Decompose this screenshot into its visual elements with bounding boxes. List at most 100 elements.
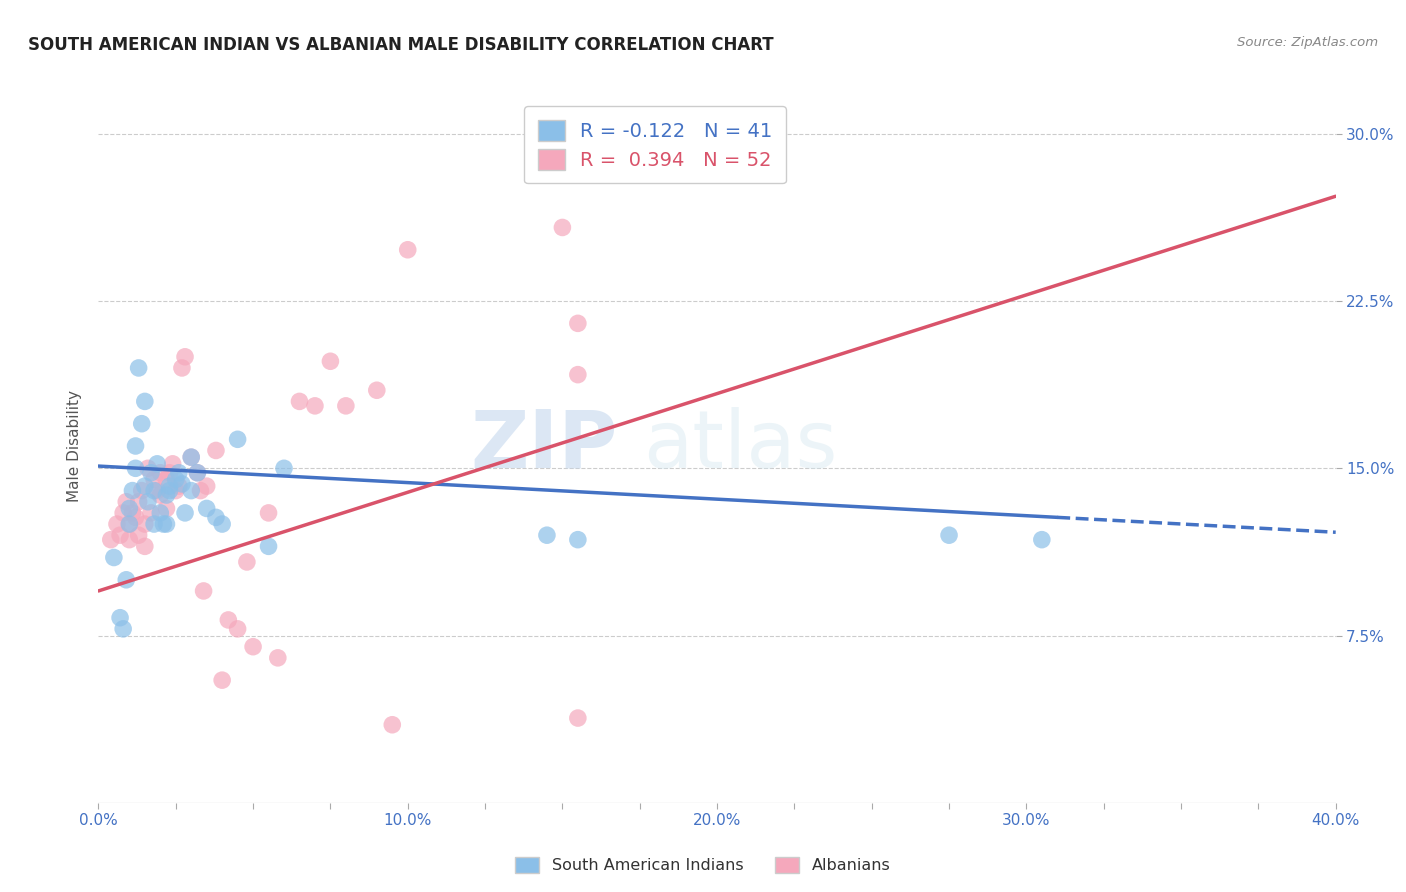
Point	[381, 717, 404, 731]
Point	[304, 399, 326, 413]
Point	[121, 506, 143, 520]
Point	[134, 539, 156, 553]
Point	[115, 573, 138, 587]
Point	[136, 494, 159, 508]
Point	[128, 360, 150, 375]
Y-axis label: Male Disability: Male Disability	[67, 390, 83, 502]
Point	[180, 450, 202, 465]
Point	[108, 528, 131, 542]
Point	[205, 510, 228, 524]
Point	[162, 457, 184, 471]
Point	[170, 360, 193, 375]
Text: SOUTH AMERICAN INDIAN VS ALBANIAN MALE DISABILITY CORRELATION CHART: SOUTH AMERICAN INDIAN VS ALBANIAN MALE D…	[28, 36, 773, 54]
Point	[167, 466, 190, 480]
Point	[149, 466, 172, 480]
Point	[143, 473, 166, 487]
Point	[195, 479, 218, 493]
Point	[180, 450, 202, 465]
Point	[165, 473, 187, 487]
Point	[193, 583, 215, 598]
Point	[118, 517, 141, 532]
Point	[180, 483, 202, 498]
Point	[103, 550, 125, 565]
Point	[128, 528, 150, 542]
Point	[226, 622, 249, 636]
Point	[131, 417, 153, 431]
Point	[211, 517, 233, 532]
Point	[1031, 533, 1053, 547]
Point	[211, 673, 233, 687]
Point	[124, 510, 146, 524]
Point	[112, 506, 135, 520]
Point	[155, 501, 177, 516]
Point	[257, 539, 280, 553]
Legend: South American Indians, Albanians: South American Indians, Albanians	[509, 850, 897, 880]
Point	[118, 517, 141, 532]
Point	[134, 479, 156, 493]
Point	[536, 528, 558, 542]
Point	[335, 399, 357, 413]
Point	[136, 461, 159, 475]
Point	[190, 483, 212, 498]
Point	[226, 433, 249, 447]
Point	[155, 517, 177, 532]
Point	[195, 501, 218, 516]
Point	[174, 350, 197, 364]
Point	[551, 220, 574, 235]
Point	[267, 651, 290, 665]
Point	[139, 506, 162, 520]
Point	[167, 479, 190, 493]
Point	[131, 483, 153, 498]
Point	[124, 461, 146, 475]
Point	[396, 243, 419, 257]
Point	[112, 622, 135, 636]
Point	[108, 610, 131, 624]
Point	[143, 483, 166, 498]
Point	[165, 483, 187, 498]
Point	[567, 368, 589, 382]
Point	[118, 533, 141, 547]
Point	[146, 483, 169, 498]
Point	[159, 479, 181, 493]
Point	[105, 517, 128, 532]
Point	[128, 494, 150, 508]
Point	[319, 354, 342, 368]
Point	[139, 466, 162, 480]
Point	[170, 476, 193, 491]
Point	[186, 466, 208, 480]
Point	[121, 483, 143, 498]
Text: ZIP: ZIP	[471, 407, 619, 485]
Point	[567, 711, 589, 725]
Point	[242, 640, 264, 654]
Point	[273, 461, 295, 475]
Point	[567, 533, 589, 547]
Text: atlas: atlas	[643, 407, 837, 485]
Point	[100, 533, 122, 547]
Point	[152, 517, 174, 532]
Point	[186, 466, 208, 480]
Point	[288, 394, 311, 409]
Point	[159, 466, 181, 480]
Point	[134, 394, 156, 409]
Point	[159, 483, 181, 498]
Point	[938, 528, 960, 542]
Point	[149, 506, 172, 520]
Point	[143, 517, 166, 532]
Point	[149, 488, 172, 502]
Point	[115, 494, 138, 508]
Point	[236, 555, 259, 569]
Point	[257, 506, 280, 520]
Point	[118, 501, 141, 516]
Point	[124, 439, 146, 453]
Point	[134, 517, 156, 532]
Point	[155, 473, 177, 487]
Point	[146, 457, 169, 471]
Point	[217, 613, 239, 627]
Point	[155, 488, 177, 502]
Point	[567, 317, 589, 331]
Legend: R = -0.122   N = 41, R =  0.394   N = 52: R = -0.122 N = 41, R = 0.394 N = 52	[524, 106, 786, 184]
Point	[366, 384, 388, 398]
Text: Source: ZipAtlas.com: Source: ZipAtlas.com	[1237, 36, 1378, 49]
Point	[174, 506, 197, 520]
Point	[205, 443, 228, 458]
